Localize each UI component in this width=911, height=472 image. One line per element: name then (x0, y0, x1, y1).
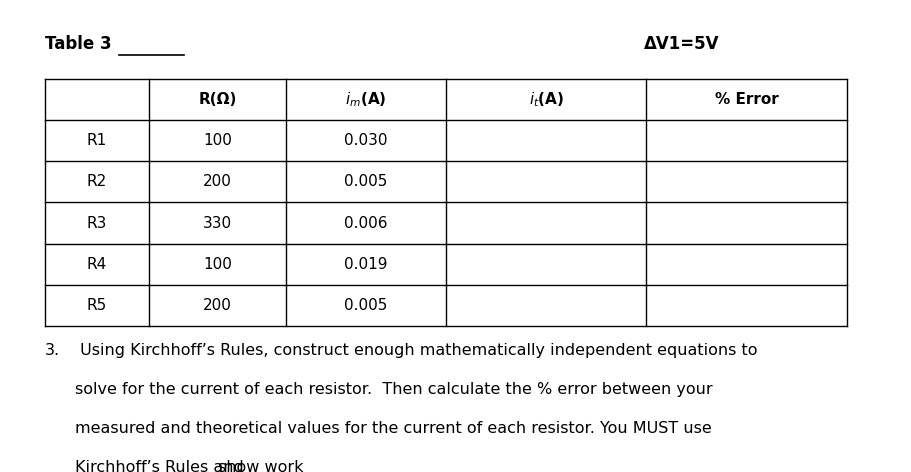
Text: 0.030: 0.030 (344, 134, 387, 148)
Text: ΔV1=5V: ΔV1=5V (643, 35, 719, 53)
Text: Kirchhoff’s Rules and: Kirchhoff’s Rules and (76, 460, 250, 472)
Text: R(Ω): R(Ω) (199, 92, 237, 107)
Text: 0.005: 0.005 (344, 175, 387, 189)
Text: $i_m$(A): $i_m$(A) (345, 91, 386, 109)
Text: show work: show work (218, 460, 303, 472)
Text: $i_t$(A): $i_t$(A) (528, 91, 564, 109)
Text: 0.005: 0.005 (344, 298, 387, 312)
Text: R4: R4 (87, 257, 107, 271)
Text: 200: 200 (203, 175, 231, 189)
Text: 100: 100 (203, 134, 231, 148)
Text: Using Kirchhoff’s Rules, construct enough mathematically independent equations t: Using Kirchhoff’s Rules, construct enoug… (76, 343, 758, 358)
Text: 200: 200 (203, 298, 231, 312)
Text: R1: R1 (87, 134, 107, 148)
Text: solve for the current of each resistor.  Then calculate the % error between your: solve for the current of each resistor. … (76, 382, 713, 397)
Text: R3: R3 (87, 216, 107, 230)
Text: Table 3: Table 3 (45, 35, 112, 53)
Text: R2: R2 (87, 175, 107, 189)
Text: % Error: % Error (715, 92, 779, 107)
Text: 0.006: 0.006 (344, 216, 387, 230)
Text: measured and theoretical values for the current of each resistor. You MUST use: measured and theoretical values for the … (76, 421, 712, 436)
Text: 100: 100 (203, 257, 231, 271)
Text: 0.019: 0.019 (344, 257, 387, 271)
Text: 3.: 3. (45, 343, 60, 358)
Text: R5: R5 (87, 298, 107, 312)
Text: 330: 330 (203, 216, 232, 230)
